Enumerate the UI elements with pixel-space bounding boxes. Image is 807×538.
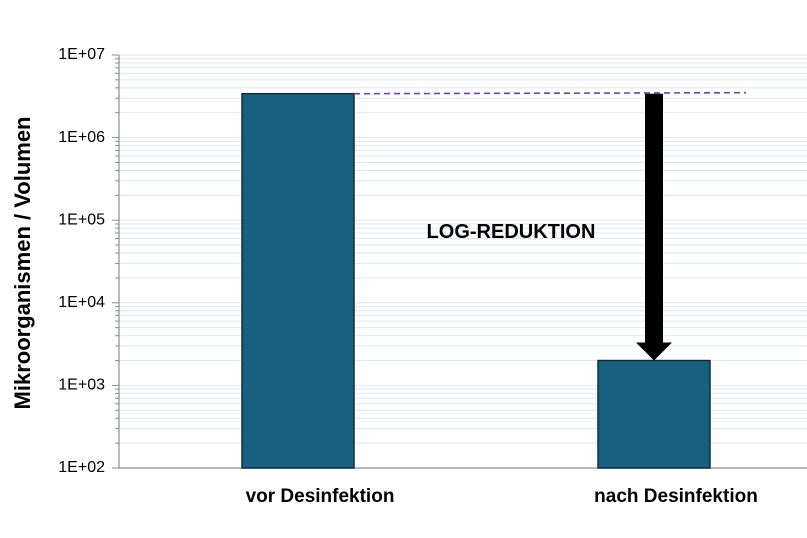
bar-before (241, 92, 355, 469)
y-tick-label: 1E+05 (58, 211, 105, 228)
y-tick-label: 1E+02 (58, 459, 105, 476)
log-reduction-arrow (636, 93, 672, 361)
y-tick-labels: 1E+02 1E+03 1E+04 1E+05 1E+06 1E+07 (58, 46, 105, 476)
reference-dashed-line (353, 91, 747, 95)
y-tick-label: 1E+03 (58, 377, 105, 394)
x-category-label: vor Desinfektion (246, 486, 395, 507)
x-category-label: nach Desinfektion (594, 486, 758, 507)
bars (241, 92, 711, 469)
y-tick-label: 1E+07 (58, 46, 105, 63)
y-tick-label: 1E+06 (58, 129, 105, 146)
y-axis-title: Mikroorganismen / Volumen (10, 117, 35, 410)
annotations: LOG-REDUKTION (353, 91, 747, 361)
grid-lines (119, 54, 807, 469)
log-reduction-label: LOG-REDUKTION (427, 221, 596, 243)
y-tick-label: 1E+04 (58, 294, 105, 311)
x-category-labels: vor Desinfektion nach Desinfektion (246, 486, 758, 507)
bar-after (597, 359, 711, 469)
